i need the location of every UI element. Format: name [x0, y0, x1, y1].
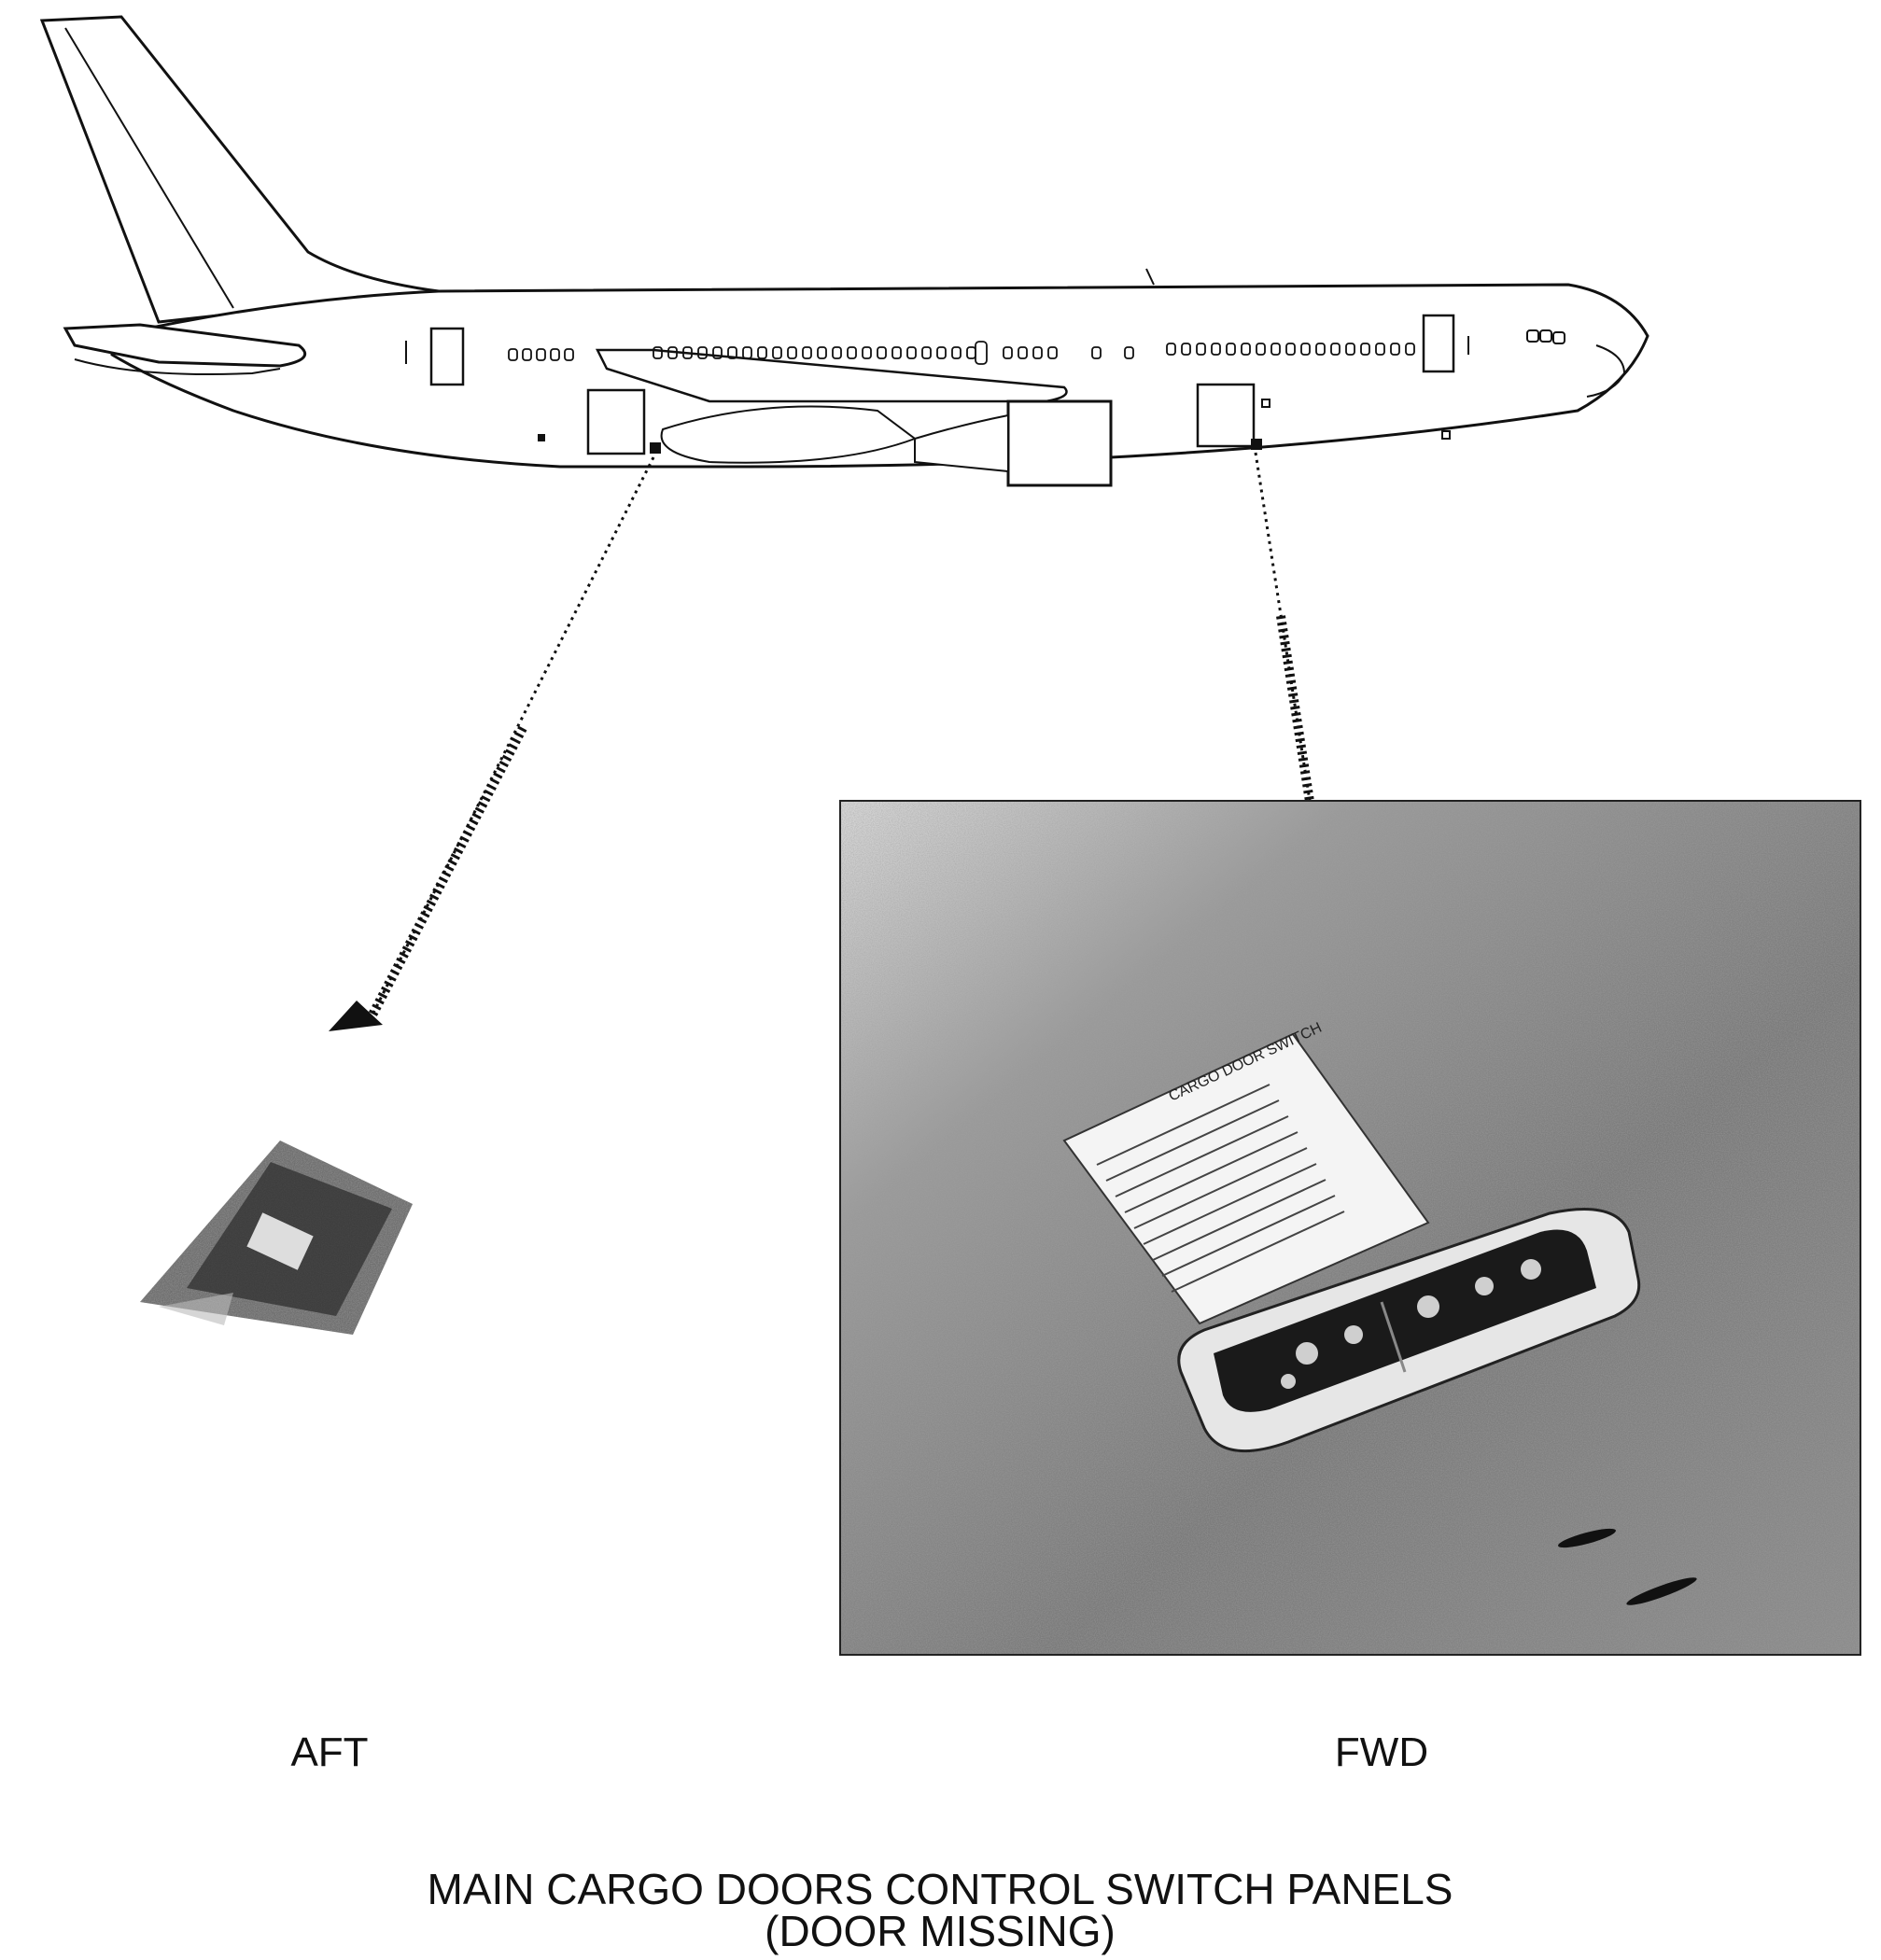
aft-pointer-arrow: [329, 456, 655, 1031]
wing-body-fairing: [660, 405, 918, 464]
aft-panel-location-marker: [650, 442, 661, 454]
fwd-cargo-door: [1196, 383, 1256, 448]
aft-cargo-door: [586, 388, 646, 455]
aft-passenger-door: [429, 327, 465, 386]
nose-cone: [1586, 344, 1626, 398]
fwd-label: FWD: [1335, 1729, 1428, 1775]
caption-line-2: (DOOR MISSING): [765, 1907, 1116, 1955]
aft-label: AFT: [290, 1729, 368, 1775]
vertical-stabilizer: [39, 15, 440, 324]
caption-line-1: MAIN CARGO DOORS CONTROL SWITCH PANELS: [428, 1865, 1453, 1913]
wing: [595, 348, 1068, 403]
fwd-passenger-door: [1422, 314, 1455, 373]
horizontal-stabilizer: [63, 323, 307, 368]
aft-switch-panel-photo: [140, 1141, 413, 1335]
control-switch-panel: [1177, 1208, 1641, 1453]
cabin-windows-aft: [508, 341, 1134, 365]
cabin-windows-fwd: [1166, 343, 1415, 356]
aircraft-side-view: [39, 15, 1649, 487]
fwd-switch-panel-photo: CARGO DOOR SWITCH: [839, 800, 1861, 1656]
cockpit-windows: [1526, 329, 1565, 344]
engine-nacelle: [1006, 399, 1113, 487]
fwd-panel-location-marker: [1251, 439, 1262, 450]
